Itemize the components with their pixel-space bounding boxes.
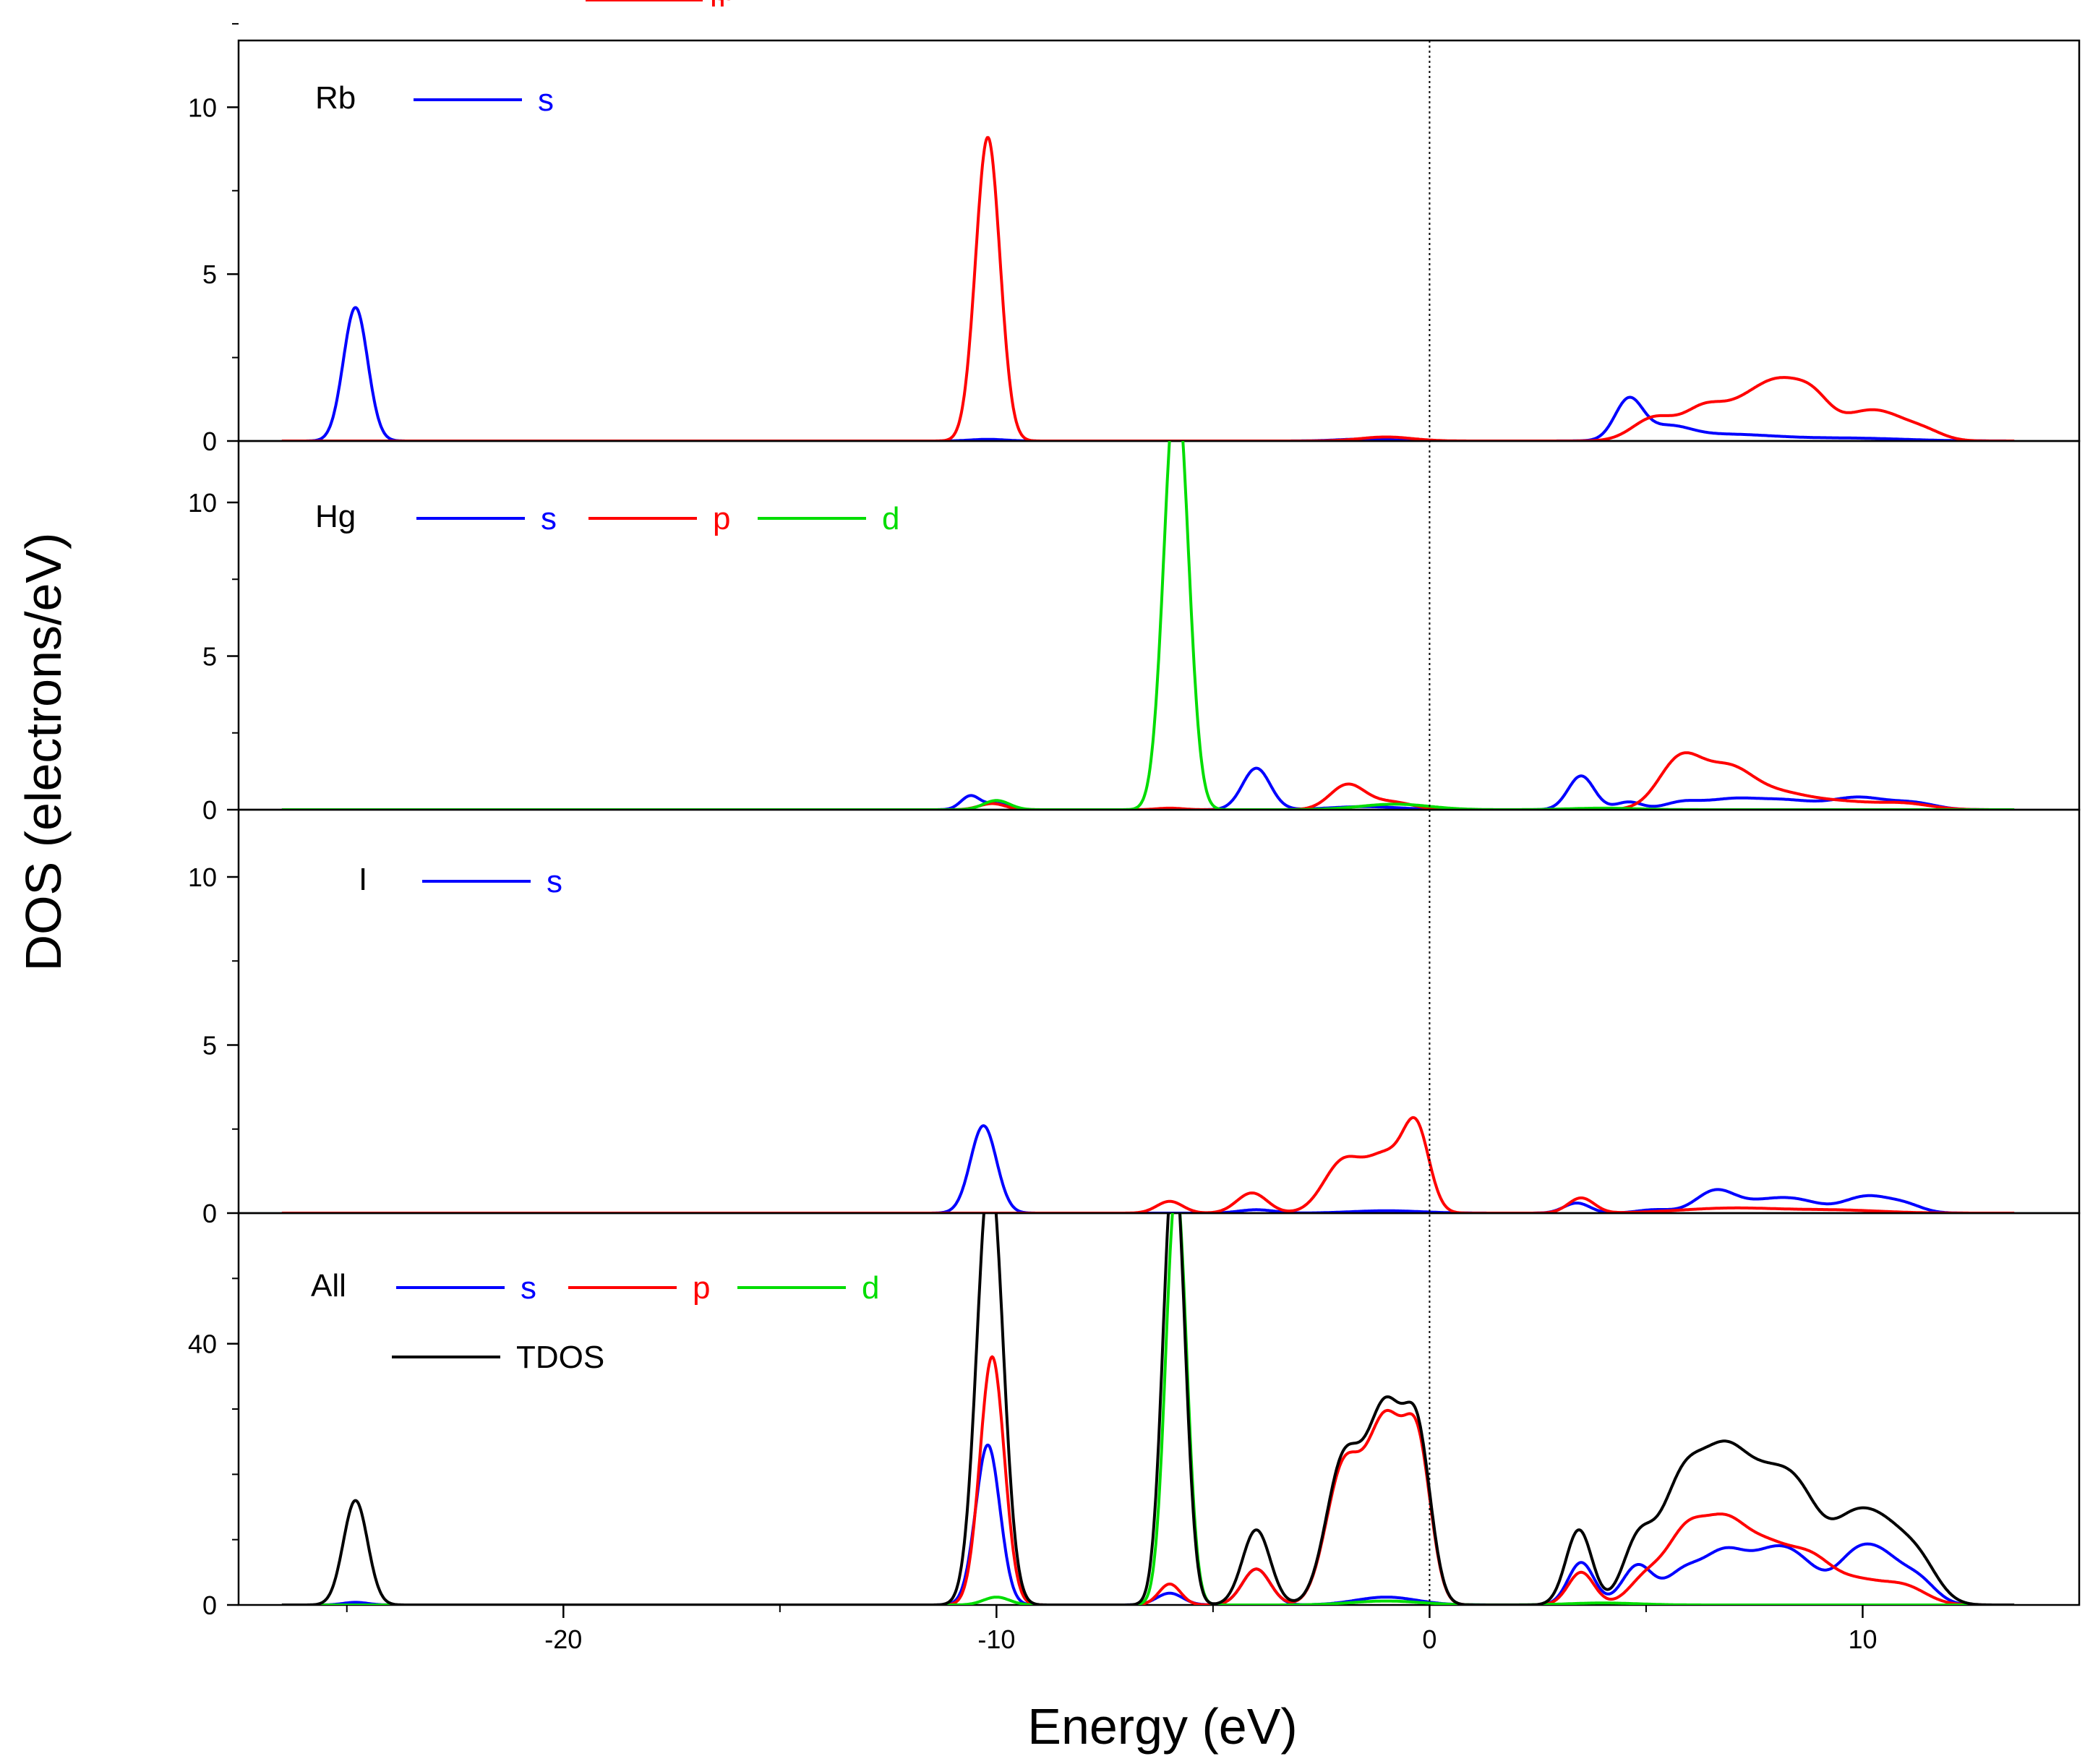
panel-all: 0 40 All s p d TDOS (188, 1212, 2081, 1620)
x-axis-label: Energy (eV) (1027, 1698, 1297, 1755)
legend-item-d: d (737, 1270, 879, 1306)
panel-curves (281, 136, 2015, 441)
series-line-p (281, 136, 2015, 441)
series-line-p (281, 1116, 2015, 1213)
legend-item-p: p (586, 0, 727, 7)
legend-item-tdos: TDOS (392, 1340, 604, 1375)
y-tick-label: 10 (188, 93, 217, 122)
legend-label: p (693, 1270, 710, 1306)
series-line-s (281, 306, 2015, 441)
y-tick-label: 0 (202, 1199, 217, 1228)
legend-label: d (882, 501, 899, 536)
panel-label: Hg (315, 499, 356, 534)
y-tick-label: 0 (202, 1590, 217, 1620)
legend-item-s: s (414, 82, 554, 118)
x-tick-label: -10 (977, 1624, 1015, 1654)
x-tick-label: -20 (544, 1624, 582, 1654)
y-tick-label: 5 (202, 1031, 217, 1061)
legend-item-p: p (568, 1270, 710, 1306)
series-line-p (281, 1355, 2015, 1605)
legend-label: p (719, 0, 736, 7)
x-tick-label: 10 (1848, 1624, 1877, 1654)
series-line-TDOS (281, 1213, 2015, 1605)
y-tick-label: 5 (202, 260, 217, 289)
x-axis: -20 -10 0 10 (346, 1605, 1877, 1654)
legend-item-s: s (396, 1270, 536, 1306)
y-tick-label: 0 (202, 427, 217, 456)
y-tick-label: 0 (202, 795, 217, 825)
y-tick-label: 10 (188, 488, 217, 518)
series-line-d (281, 1213, 2015, 1605)
legend-item-s: s (416, 501, 557, 536)
legend-label: s (521, 1270, 536, 1306)
legend-label: p (710, 0, 727, 7)
y-tick-label: 5 (202, 642, 217, 672)
legend-label: p (713, 501, 730, 536)
y-tick-label: 10 (188, 862, 217, 892)
panel-curves (281, 1116, 2015, 1213)
series-line-s (281, 766, 2015, 810)
panel-label: I (359, 862, 367, 897)
legend-label: d (862, 1270, 879, 1306)
panel-curves (281, 1213, 2015, 1605)
legend-label: s (541, 501, 557, 536)
legend-item-p: p (594, 0, 736, 7)
legend-label: s (547, 864, 562, 899)
series-line-s (281, 1124, 2015, 1213)
panel-label: Rb (315, 80, 356, 116)
series-line-d (281, 441, 2015, 810)
y-axis-label: DOS (electrons/eV) (15, 533, 72, 972)
legend-label: TDOS (516, 1340, 604, 1375)
legend-item-s: s (422, 864, 562, 899)
x-tick-label: 0 (1422, 1624, 1437, 1654)
legend-label: s (538, 82, 554, 118)
legend-item-p: p (588, 501, 730, 536)
panel-label: All (311, 1268, 346, 1303)
legend-item-d: d (758, 501, 899, 536)
panels: 0 5 10 Rb s p 0 5 10 Hg s p d 0 5 10 Is p 0 40 All s p d TDOS (188, 0, 2081, 1620)
y-tick-label: 40 (188, 1330, 217, 1359)
